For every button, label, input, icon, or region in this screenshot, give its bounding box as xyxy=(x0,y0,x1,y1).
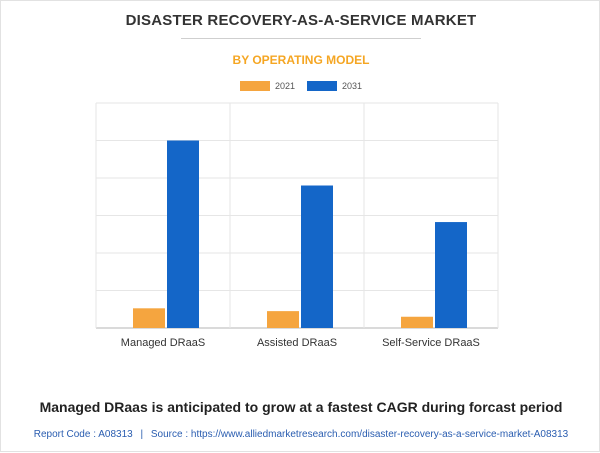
legend-label-2031: 2031 xyxy=(342,81,363,91)
x-tick-label: Managed DRaaS xyxy=(121,337,205,349)
chart-headline: Managed DRaas is anticipated to grow at … xyxy=(39,399,563,415)
title-divider xyxy=(181,38,421,39)
legend-item-2031: 2031 xyxy=(307,81,362,91)
legend-swatch-2031 xyxy=(307,81,337,91)
x-tick-label: Assisted DRaaS xyxy=(257,337,337,349)
legend-item-2021: 2021 xyxy=(239,81,295,91)
bar-2031-managed-draas xyxy=(167,140,199,328)
x-tick-label: Self-Service DRaaS xyxy=(382,337,480,349)
bar-2021-managed-draas xyxy=(133,308,165,328)
chart-source-line: Report Code : A08313 | Source : https://… xyxy=(1,429,600,440)
bar-2031-self-service-draas xyxy=(435,222,467,328)
chart-subtitle: BY OPERATING MODEL xyxy=(232,53,370,67)
source-link[interactable]: Source : https://www.alliedmarketresearc… xyxy=(150,429,569,440)
source-separator: | xyxy=(140,429,144,440)
chart-title: DISASTER RECOVERY-AS-A-SERVICE MARKET xyxy=(125,12,477,29)
legend-label-2021: 2021 xyxy=(274,81,295,91)
bar-2021-assisted-draas xyxy=(267,311,299,328)
legend-swatch-2021 xyxy=(239,81,270,91)
report-code: Report Code : A08313 xyxy=(33,429,133,440)
chart-legend: 2021 2031 xyxy=(1,81,600,91)
bar-2031-assisted-draas xyxy=(301,185,333,328)
bar-2021-self-service-draas xyxy=(401,316,433,328)
